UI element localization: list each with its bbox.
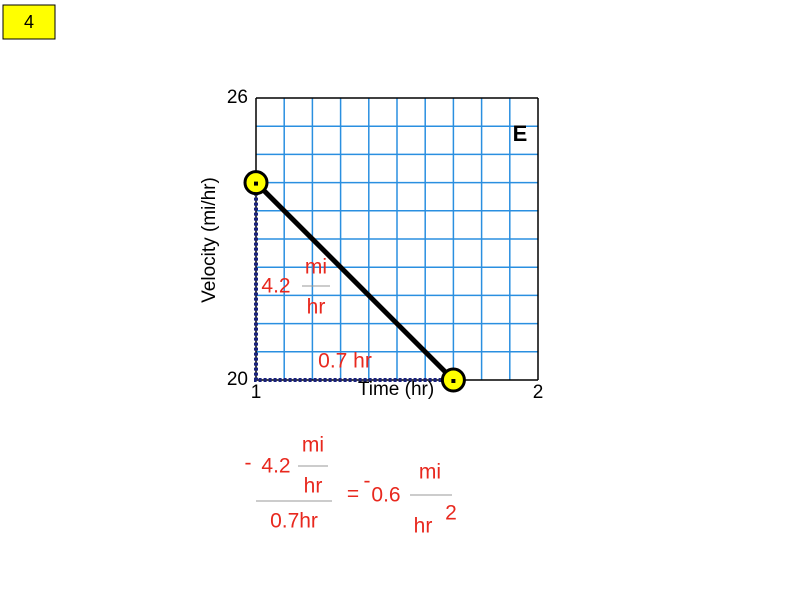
y-tick-label: 26 xyxy=(227,87,248,108)
equation-equals: = xyxy=(347,483,359,506)
rise-value: 4.2 xyxy=(261,275,290,298)
x-tick-label: 2 xyxy=(533,382,544,403)
equation-result-unit-top: mi xyxy=(419,461,441,484)
line xyxy=(254,180,456,382)
equation-num-unit-bottom: hr xyxy=(304,475,323,498)
point-dot xyxy=(254,181,258,186)
y-tick-label: 20 xyxy=(227,369,248,390)
slope-guide xyxy=(254,182,454,382)
plot: 1 2 20 26 xyxy=(227,87,543,403)
equation-sign: - xyxy=(245,452,252,475)
badge: 4 xyxy=(24,12,34,32)
badge-box xyxy=(2,4,56,40)
y-axis-label: Velocity (mi/hr) xyxy=(199,177,220,303)
equation-num-unit-top: mi xyxy=(302,434,324,457)
equation-num-value: 4.2 xyxy=(261,455,290,478)
x-axis-label: Time (hr) xyxy=(358,379,434,400)
equation-result-exponent: 2 xyxy=(445,502,457,525)
point-dot xyxy=(451,379,456,383)
equation-result-unit-bottom: hr xyxy=(414,515,433,538)
corner-label: E xyxy=(513,121,528,146)
equation-result-sign: - xyxy=(364,470,371,493)
x-tick-label: 1 xyxy=(251,382,262,403)
run-label: 0.7 hr xyxy=(318,350,372,373)
equation-result-value: 0.6 xyxy=(371,484,400,507)
rise-unit-bottom: hr xyxy=(307,296,326,319)
equation-denominator: 0.7hr xyxy=(270,510,318,533)
rise-unit-top: mi xyxy=(305,256,327,279)
